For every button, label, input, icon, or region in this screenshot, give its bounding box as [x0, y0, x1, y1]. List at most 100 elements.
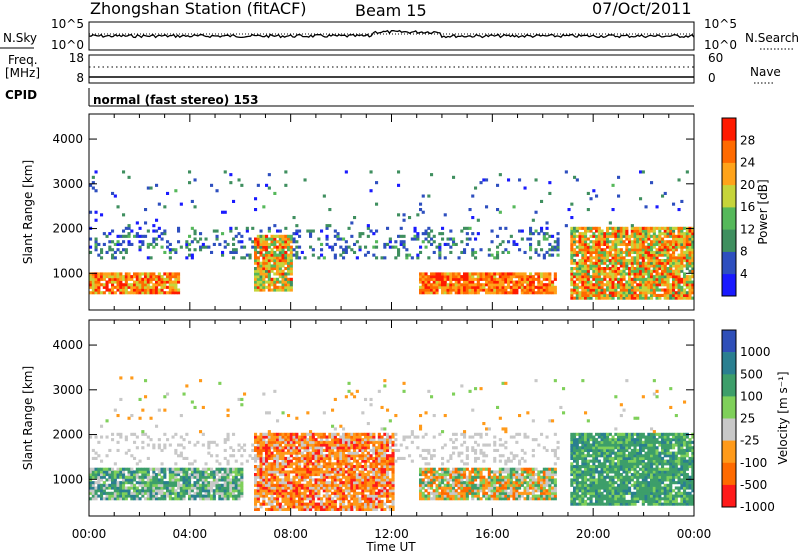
data-cell	[617, 175, 621, 179]
data-cell	[540, 283, 544, 287]
data-cell	[394, 245, 398, 249]
data-cell	[353, 448, 357, 452]
data-cell	[174, 272, 178, 276]
data-cell	[157, 481, 161, 485]
data-cell	[196, 483, 200, 487]
data-cell	[614, 288, 618, 292]
data-cell	[691, 237, 695, 241]
data-cell	[342, 483, 346, 487]
data-cell	[375, 505, 379, 509]
data-cell	[155, 285, 159, 289]
data-cell	[215, 454, 219, 458]
data-cell	[196, 473, 200, 477]
data-cell	[364, 505, 368, 509]
data-cell	[188, 481, 192, 485]
colorbar-tick-label: 4	[740, 267, 748, 281]
data-cell	[597, 240, 601, 244]
data-cell	[606, 264, 610, 268]
data-cell	[256, 242, 260, 246]
data-cell	[611, 283, 615, 287]
data-cell	[688, 242, 692, 246]
data-cell	[146, 470, 150, 474]
data-cell	[234, 475, 238, 479]
data-cell	[383, 242, 387, 246]
data-cell	[207, 489, 211, 493]
data-cell	[430, 283, 434, 287]
data-cell	[91, 475, 95, 479]
data-cell	[377, 443, 381, 447]
data-cell	[300, 491, 304, 495]
data-cell	[100, 272, 104, 276]
data-cell	[300, 473, 304, 477]
data-cell	[287, 285, 291, 289]
data-cell	[276, 489, 280, 493]
data-cell	[663, 275, 667, 279]
data-cell	[595, 253, 599, 257]
data-cell	[273, 478, 277, 482]
data-cell	[94, 218, 98, 222]
data-cell	[677, 272, 681, 276]
data-cell	[669, 291, 673, 295]
data-cell	[416, 256, 420, 260]
data-cell	[584, 234, 588, 238]
data-cell	[287, 272, 291, 276]
data-cell	[553, 245, 557, 249]
data-cell	[119, 397, 123, 401]
data-cell	[454, 470, 458, 474]
data-cell	[666, 240, 670, 244]
data-cell	[658, 283, 662, 287]
data-cell	[438, 497, 442, 501]
data-cell	[331, 435, 335, 439]
data-cell	[556, 237, 560, 241]
data-cell	[672, 226, 676, 230]
data-cell	[669, 253, 673, 257]
data-cell	[149, 475, 153, 479]
data-cell	[179, 478, 183, 482]
data-cell	[94, 248, 98, 252]
data-cell	[369, 454, 373, 458]
data-cell	[155, 277, 159, 281]
data-cell	[284, 494, 288, 498]
data-cell	[408, 435, 412, 439]
data-cell	[105, 272, 109, 276]
data-cell	[512, 205, 516, 209]
y-tick-label: 3000	[52, 177, 83, 191]
data-cell	[672, 261, 676, 265]
data-cell	[133, 483, 137, 487]
data-cell	[237, 448, 241, 452]
data-cell	[460, 285, 464, 289]
data-cell	[603, 234, 607, 238]
data-cell	[661, 293, 665, 297]
data-cell	[317, 237, 321, 241]
data-cell	[465, 486, 469, 490]
data-cell	[449, 456, 453, 460]
data-cell	[322, 481, 326, 485]
data-cell	[262, 269, 266, 273]
data-cell	[276, 465, 280, 469]
data-cell	[386, 465, 390, 469]
data-cell	[661, 277, 665, 281]
data-cell	[611, 296, 615, 300]
data-cell	[597, 261, 601, 265]
data-cell	[185, 467, 189, 471]
data-cell	[265, 507, 269, 511]
data-cell	[529, 277, 533, 281]
data-cell	[314, 481, 318, 485]
data-cell	[254, 256, 258, 260]
data-cell	[174, 448, 178, 452]
data-cell	[146, 285, 150, 289]
data-cell	[309, 456, 313, 460]
data-cell	[240, 481, 244, 485]
data-cell	[592, 256, 596, 260]
data-cell	[256, 234, 260, 238]
data-cell	[479, 283, 483, 287]
data-cell	[116, 497, 120, 501]
data-cell	[435, 497, 439, 501]
data-cell	[658, 248, 662, 252]
data-cell	[199, 475, 203, 479]
data-cell	[641, 264, 645, 268]
data-cell	[254, 259, 258, 263]
data-cell	[644, 272, 648, 276]
data-cell	[306, 494, 310, 498]
